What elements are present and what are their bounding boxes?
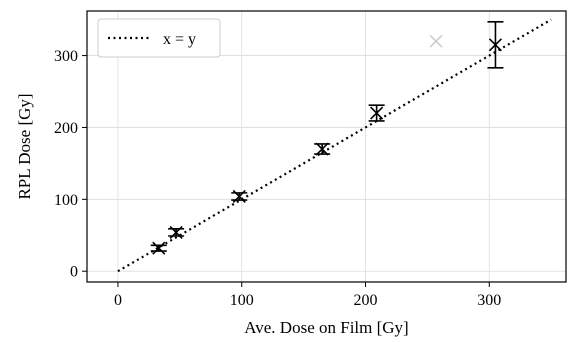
plot-frame: [86, 10, 567, 283]
faint-point-0: [429, 34, 443, 48]
x-marker-stroke-b: [488, 38, 503, 52]
y-tick-label-0: 0: [70, 264, 78, 281]
plot-series: [117, 18, 552, 273]
identity-line: [117, 18, 552, 273]
y-tick-label-300: 300: [54, 48, 78, 65]
data-point-5: [487, 20, 504, 69]
x-tick-label-0: 0: [114, 292, 122, 309]
data-point-0: [150, 241, 167, 255]
x-marker-stroke-b: [370, 106, 384, 120]
x-tick-label-100: 100: [230, 292, 254, 309]
legend: x = y: [97, 18, 221, 58]
y-axis-label: RPL Dose [Gy]: [15, 93, 34, 199]
y-tick-label-200: 200: [54, 120, 78, 137]
axis-ticks: 0 100 200 300 0 100 200 300: [54, 48, 501, 309]
x-marker-stroke-b: [169, 225, 183, 239]
x-marker-stroke-b: [315, 142, 329, 156]
x-tick-label-200: 200: [353, 292, 377, 309]
x-marker-stroke-b: [429, 34, 443, 48]
x-marker-stroke-b: [232, 189, 246, 204]
x-axis-label: Ave. Dose on Film [Gy]: [244, 318, 408, 337]
x-marker-stroke-b: [152, 241, 166, 255]
x-tick-label-300: 300: [477, 292, 501, 309]
data-point-1: [168, 225, 185, 239]
data-point-4: [368, 104, 385, 122]
data-point-3: [314, 142, 331, 156]
data-point-2: [231, 189, 248, 204]
legend-label-x-equals-y: x = y: [163, 31, 196, 48]
y-tick-label-100: 100: [54, 192, 78, 209]
legend-box: [97, 18, 221, 58]
